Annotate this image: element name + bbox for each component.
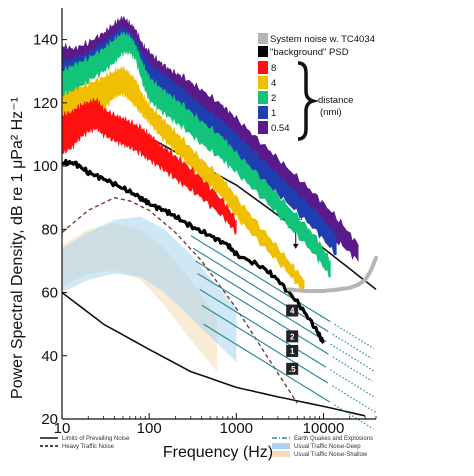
bottom-legend-item-3-swatch	[272, 443, 290, 449]
sea-state-marker-label: 4	[290, 307, 295, 316]
sea-state-curve-extension	[332, 356, 373, 382]
sea-state-marker	[286, 304, 299, 317]
prevailing-noise-lower-limit	[61, 291, 366, 417]
x-axis-label: Frequency (Hz)	[163, 444, 273, 461]
bottom-legend-item-4-label: Usual Traffic Noise-Shallow	[294, 452, 368, 458]
sea-state-curve	[190, 235, 331, 323]
legend-swatch-4	[258, 76, 268, 89]
sea-state-curve	[197, 273, 329, 355]
sea-state-curve-extension	[333, 404, 374, 430]
legend-swatch-background	[258, 46, 268, 57]
sea-state-curve-extension	[332, 385, 377, 414]
sea-state-arrowhead	[292, 243, 299, 249]
y-tick-label: 120	[33, 95, 58, 112]
sea-state-marker-label: 1	[290, 347, 295, 356]
sea-state-marker	[286, 330, 299, 343]
y-tick-label: 80	[41, 221, 58, 238]
legend-label-8: 8	[271, 63, 276, 74]
x-tick-label: 100	[137, 420, 162, 437]
sea-state-curve-extension	[330, 369, 375, 398]
legend-swatch-0-54	[258, 121, 268, 134]
axes: 20 40 60 80 100 120 140 10 100 1000 10000	[33, 8, 377, 437]
traffic-noise-bands	[62, 216, 237, 372]
sea-state-curve	[192, 247, 329, 333]
x-tick-label: 10000	[303, 420, 345, 437]
legend-label-0-54: 0.54	[271, 123, 290, 134]
y-tick-label: 100	[33, 158, 58, 175]
deep-traffic-band	[62, 216, 237, 363]
sea-state-curve-extension	[332, 333, 373, 360]
wenz-curves: 421.5SeaState	[61, 95, 377, 430]
legend-label-background: "background" PSD	[270, 47, 349, 58]
legend-label-2: 2	[271, 93, 276, 104]
sea-state-marker	[286, 362, 299, 375]
bottom-legend-item-0-label: Limits of Prevailing Noise	[62, 436, 130, 442]
legend-distance-unit: (nmi)	[320, 107, 342, 118]
legend-swatch-1	[258, 106, 268, 119]
legend-swatch-system-noise	[258, 33, 268, 44]
x-tick-label: 1000	[220, 420, 253, 437]
y-axis-label: Power Spectral Density, dB re 1 μPa² Hz⁻…	[9, 97, 26, 399]
x-tick-label: 10	[54, 420, 71, 437]
bottom-legend-item-4-swatch	[272, 451, 290, 457]
sea-state-curve	[203, 323, 331, 403]
legend-distance-label: distance	[318, 95, 353, 106]
y-tick-label: 60	[41, 285, 58, 302]
series-band-8	[61, 97, 237, 236]
legend-swatch-2	[258, 91, 268, 104]
sea-state-curve-extension	[334, 323, 375, 350]
sea-state-marker	[286, 344, 299, 357]
system-noise-line	[286, 255, 378, 293]
sea-state-curve	[199, 288, 327, 368]
bottom-legend-item-1-label: Heavy Traffic Noise	[62, 444, 115, 450]
sea-state-curve	[201, 304, 329, 384]
y-tick-label: 40	[41, 348, 58, 365]
y-tick-label: 20	[41, 411, 58, 428]
bottom-legend-item-2-label: Earth Quakes and Explosions	[294, 436, 373, 442]
background-psd-line	[61, 158, 325, 344]
series-band-2	[61, 31, 331, 278]
sea-state-marker-label: .5	[289, 365, 296, 374]
legend-label-4: 4	[271, 78, 276, 89]
sea-state-marker-label: 2	[290, 332, 295, 341]
legend-label-1: 1	[271, 108, 276, 119]
legend-brace	[297, 61, 320, 141]
legend-label-system-noise: System noise w. TC4034	[270, 34, 375, 45]
legend: System noise w. TC4034 "background" PSD 8 4…	[40, 33, 375, 458]
sea-state-curve	[195, 260, 327, 343]
bottom-legend-item-3-label: Usual Traffic Noise-Deep	[294, 444, 361, 450]
distance-series	[61, 15, 378, 344]
y-tick-label: 140	[33, 32, 58, 49]
sea-state-curve-extension	[330, 343, 375, 372]
legend-swatch-8	[258, 61, 268, 74]
